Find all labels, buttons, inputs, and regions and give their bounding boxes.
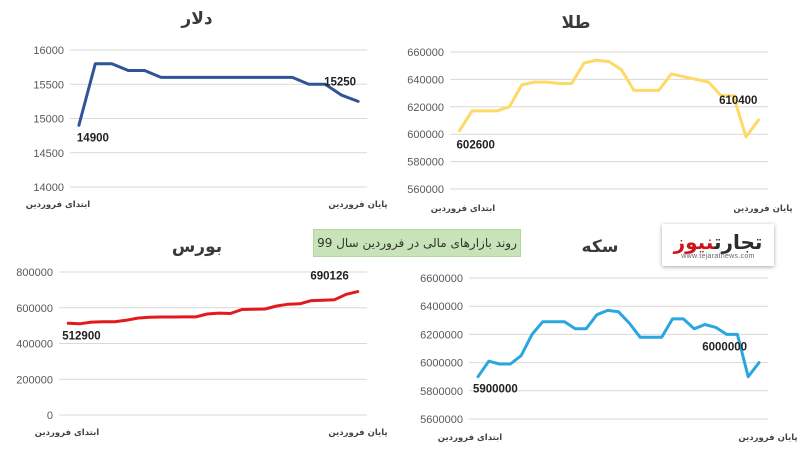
gold-first-value-label: 602600 [457,140,495,152]
coin-x-start-label: ابتدای فروردین [438,433,502,443]
coin-x-end-label: پایان فروردین [738,433,797,443]
gold-x-start-label: ابتدای فروردین [431,204,495,214]
gold-title: طلا [562,13,591,33]
bourse-y-tick-label: 600000 [16,303,53,315]
caption-box: روند بازارهای مالی در فروردین سال 99 [313,229,521,257]
logo-wordmark: تجارتنیوز [674,231,763,253]
logo-part-a: تجارت [713,229,763,254]
gold-y-tick-label: 660000 [407,47,444,59]
bourse-x-end-label: پایان فروردین [328,428,387,438]
gold-y-tick-label: 620000 [407,102,444,114]
gold-last-value-label: 610400 [719,95,757,107]
dollar-y-tick-label: 16000 [33,45,64,57]
coin-series-line [476,308,761,379]
dollar-x-start-label: ابتدای فروردین [26,200,90,210]
coin-last-value-label: 6000000 [702,342,747,354]
coin-y-tick-label: 6200000 [420,329,463,341]
bourse-last-value-label: 690126 [310,271,348,283]
logo-url: www.tejaratnews.com [681,252,755,260]
gold-series-line [458,58,760,139]
bourse-y-tick-label: 400000 [16,339,53,351]
gold-y-tick-label: 560000 [407,184,444,196]
dollar-x-end-label: پایان فروردین [328,200,387,210]
bourse-title: بورس [172,237,222,257]
bourse-y-tick-label: 800000 [16,267,53,279]
dollar-title: دلار [180,9,212,29]
dollar-y-tick-label: 15000 [33,114,64,126]
coin-y-tick-label: 5600000 [420,414,463,426]
bourse-first-value-label: 512900 [62,330,100,342]
gold-y-tick-label: 580000 [407,157,444,169]
dollar-first-value-label: 14900 [77,132,109,144]
bourse-y-tick-label: 200000 [16,374,53,386]
dollar-y-tick-label: 14500 [33,148,64,160]
bourse-series-line [66,290,360,326]
dollar-y-tick-label: 15500 [33,79,64,91]
dollar-y-tick-label: 14000 [33,182,64,194]
gold-y-tick-label: 640000 [407,74,444,86]
caption-text: روند بازارهای مالی در فروردین سال 99 [317,236,517,250]
gold-y-tick-label: 600000 [407,129,444,141]
coin-title: سکه [582,237,619,257]
coin-y-tick-label: 6600000 [420,273,463,285]
dollar-last-value-label: 15250 [324,76,356,88]
gold-x-end-label: پایان فروردین [733,204,792,214]
coin-y-tick-label: 5800000 [420,386,463,398]
coin-y-tick-label: 6400000 [420,301,463,313]
coin-first-value-label: 5900000 [473,384,518,396]
bourse-x-start-label: ابتدای فروردین [35,428,99,438]
bourse-y-tick-label: 0 [47,410,53,422]
dollar-series-line [77,62,360,127]
coin-y-tick-label: 6000000 [420,358,463,370]
tejaratnews-logo: تجارتنیوز www.tejaratnews.com [662,224,774,266]
logo-part-b: نیوز [673,229,714,254]
